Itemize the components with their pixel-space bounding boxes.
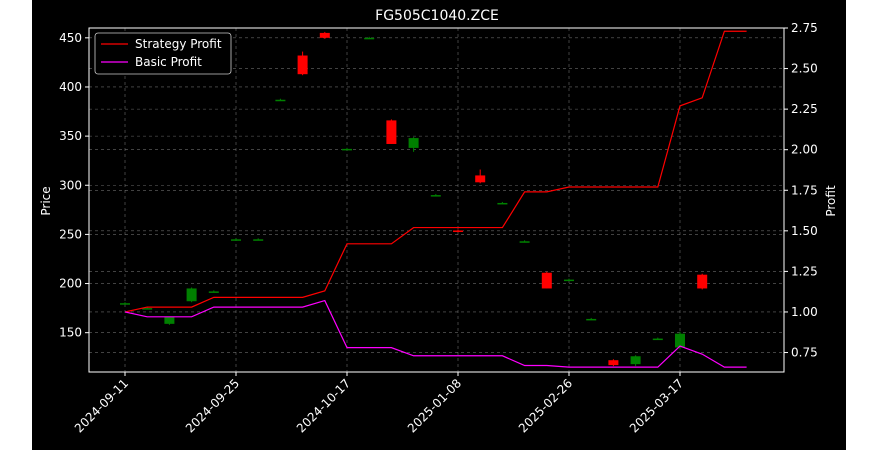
y-tick-label: 150	[59, 326, 82, 340]
candlestick-series	[120, 31, 708, 367]
candle	[275, 98, 286, 102]
y-axis-label: Price	[39, 186, 53, 215]
strategy-profit-line	[124, 30, 747, 313]
candle	[430, 194, 441, 197]
candle	[497, 201, 508, 205]
y2-tick-label: 1.00	[791, 305, 818, 319]
candle	[475, 169, 486, 184]
legend: Strategy Profit Basic Profit	[94, 32, 232, 75]
candle-body	[408, 138, 419, 148]
candle	[319, 31, 330, 39]
chart-title: FG505C1040.ZCE	[375, 8, 499, 24]
candle-body	[430, 195, 441, 197]
profit-lines	[124, 30, 747, 368]
y-tick-label: 450	[59, 31, 82, 45]
candle-body	[364, 37, 375, 40]
y-tick-label: 300	[59, 178, 82, 192]
plot-frame	[88, 27, 785, 373]
candle	[541, 271, 552, 289]
candle-body	[519, 241, 530, 243]
candle	[586, 317, 597, 321]
candle-body	[342, 148, 352, 151]
candle	[386, 119, 397, 144]
candle-body	[253, 239, 264, 241]
y2-tick-label: 1.25	[791, 264, 818, 278]
legend-box	[94, 32, 232, 75]
candle	[608, 359, 619, 367]
candle-body	[675, 333, 685, 348]
y2-tick-label: 1.75	[791, 183, 818, 197]
candle	[164, 316, 175, 325]
candle-body	[497, 202, 508, 205]
y2-axis-label: Profit	[824, 185, 838, 217]
candle-body	[208, 291, 219, 293]
y-tick-label: 250	[59, 227, 82, 241]
y-tick-label: 200	[59, 277, 82, 291]
candle	[208, 290, 219, 293]
candle-body	[630, 356, 641, 365]
candle	[697, 273, 708, 290]
y-tick-label: 400	[59, 80, 82, 94]
candle	[253, 238, 264, 241]
candle-body	[297, 55, 308, 75]
candle-body	[386, 120, 397, 144]
legend-label-basic: Basic Profit	[135, 55, 202, 69]
candle-body	[186, 288, 197, 302]
y2-tick-label: 2.25	[791, 102, 818, 116]
candle-body	[586, 318, 597, 321]
y2-tick-label: 0.75	[791, 346, 818, 360]
candle-body	[475, 175, 486, 183]
candle-body	[164, 316, 175, 324]
candle-body	[564, 279, 574, 282]
candle-body	[652, 338, 663, 341]
candle	[564, 278, 574, 282]
candle	[120, 302, 130, 305]
candle-body	[120, 303, 130, 305]
y-axis-left: 150 200 250 300 350 400 450	[59, 31, 89, 340]
y-tick-label: 350	[59, 129, 82, 143]
candle	[408, 137, 419, 152]
y2-tick-label: 2.00	[791, 143, 818, 157]
candle	[297, 51, 308, 76]
candle-body	[319, 32, 330, 38]
candle-body	[453, 230, 463, 232]
y2-tick-label: 1.50	[791, 224, 818, 238]
candle-body	[142, 308, 153, 310]
y2-tick-label: 2.50	[791, 62, 818, 76]
candle	[231, 238, 241, 241]
candle	[453, 229, 463, 233]
candle-body	[608, 360, 619, 366]
legend-label-strategy: Strategy Profit	[135, 37, 222, 51]
y2-tick-label: 2.75	[791, 21, 818, 35]
candle	[519, 240, 530, 243]
candle-body	[231, 239, 241, 241]
candle	[364, 36, 375, 40]
candle	[652, 337, 663, 341]
candle-body	[697, 274, 708, 289]
y-axis-right: 0.75 1.00 1.25 1.50 1.75 2.00 2.25 2.50 2.75	[784, 21, 818, 360]
basic-profit-line	[124, 299, 747, 368]
candle-body	[275, 99, 286, 102]
candle	[630, 355, 641, 367]
candle-body	[541, 272, 552, 289]
candle	[186, 287, 197, 303]
candle	[342, 147, 352, 151]
